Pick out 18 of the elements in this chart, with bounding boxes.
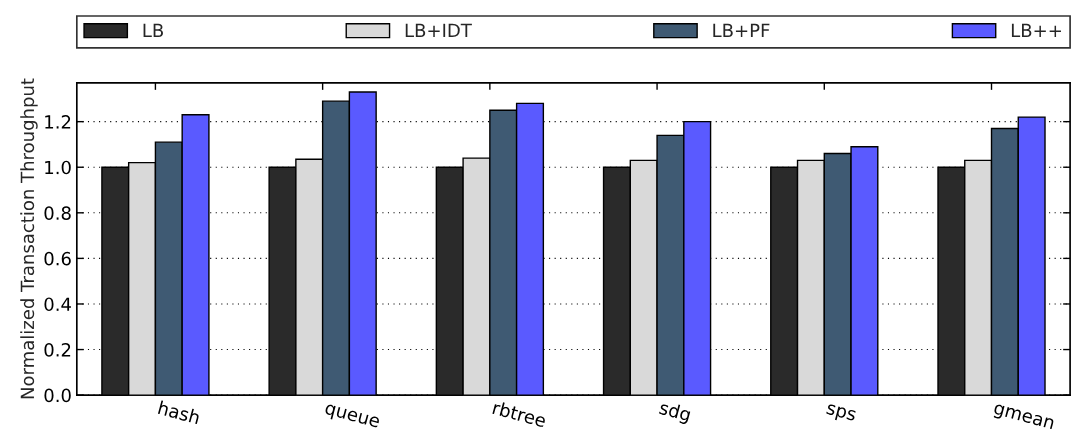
y-tick-label: 1.0 <box>45 160 71 175</box>
y-tick-label: 0.2 <box>44 343 71 357</box>
legend-label: LB+IDT <box>405 23 472 37</box>
y-tick-label: 0.0 <box>44 388 71 403</box>
y-tick-label: 0.6 <box>44 251 71 266</box>
y-axis-title: Normalized Transaction Throughput <box>20 78 38 399</box>
x-tick-label: sps <box>825 403 857 425</box>
legend-label: LB++ <box>1011 23 1061 37</box>
y-tick-label: 0.8 <box>44 206 71 220</box>
y-tick-label: 0.4 <box>44 297 71 312</box>
legend-label: LB <box>143 23 163 37</box>
y-tick-label: 1.2 <box>45 115 71 129</box>
legend-label: LB+PF <box>713 23 770 37</box>
x-tick-label: sdg <box>658 400 692 425</box>
x-tick-label: rbtree <box>492 400 547 428</box>
x-tick-label: gmean <box>992 403 1055 433</box>
x-tick-label: hash <box>157 400 201 425</box>
x-tick-label: queue <box>323 403 380 432</box>
